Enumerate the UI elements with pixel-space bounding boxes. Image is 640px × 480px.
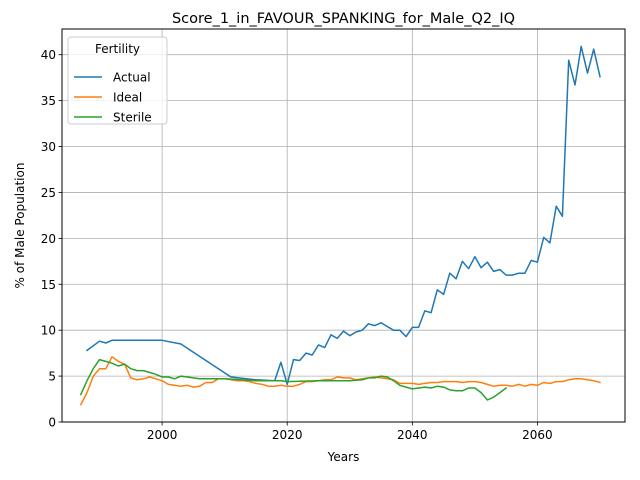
y-tick-label: 20 [41,232,56,246]
axes-frame [61,28,626,423]
legend-entries: Actual Ideal Sterile [74,71,152,125]
y-tick-label: 25 [41,186,56,200]
series-line-ideal [79,356,601,406]
series-line-actual [85,45,601,386]
series-line-sterile [79,358,508,401]
y-axis-label: % of Male Population [13,163,27,289]
y-tick-label: 15 [41,278,56,292]
x-tick-label: 2040 [397,428,428,442]
x-tick-label: 2000 [147,428,178,442]
legend-label-actual: Actual [113,71,151,85]
y-tick-label: 5 [48,370,56,384]
y-tick-label: 10 [41,324,56,338]
y-tick-label: 0 [48,416,56,430]
x-tick-label: 2060 [522,428,553,442]
y-tick-label: 35 [41,94,56,108]
legend-label-sterile: Sterile [113,111,152,125]
x-axis-label: Years [327,450,360,464]
legend-box [67,36,168,125]
x-tick-label: 2020 [272,428,303,442]
plot-lines [79,45,601,406]
ticks: 2000 2020 2040 2060 0 5 10 15 20 25 30 35 40 [41,48,553,442]
legend-title: Fertility [95,42,140,56]
y-tick-label: 30 [41,140,56,154]
y-tick-label: 40 [41,48,56,62]
legend-label-ideal: Ideal [113,91,142,105]
legend: Fertility Actual Ideal Sterile [67,36,168,125]
chart-title: Score_1_in_FAVOUR_SPANKING_for_Male_Q2_I… [172,11,515,27]
grid [62,29,625,423]
